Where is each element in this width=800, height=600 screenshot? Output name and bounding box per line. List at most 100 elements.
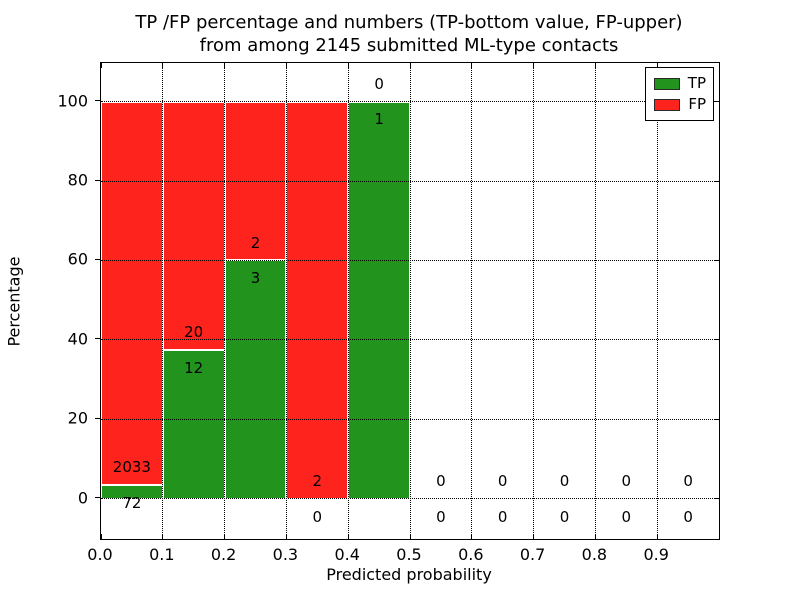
y-gridline xyxy=(101,498,719,500)
x-tick-mark xyxy=(409,534,411,539)
y-gridline xyxy=(101,259,719,261)
x-tick-mark-top xyxy=(533,63,535,68)
fp-count-label: 2 xyxy=(312,471,323,490)
tp-count-label: 0 xyxy=(559,507,570,526)
x-tick-mark xyxy=(224,534,226,539)
tp-bar-segment xyxy=(224,260,287,499)
tp-count-label: 0 xyxy=(497,507,508,526)
tp-bar-segment xyxy=(162,349,225,499)
x-tick-mark xyxy=(347,534,349,539)
fp-count-label: 0 xyxy=(621,471,632,490)
plot-area: 2033 72 20 12 2 3 2 0 0 1 0 0 0 0 0 0 0 0 0 0 xyxy=(100,62,720,540)
tp-bar-segment xyxy=(348,101,410,499)
fp-count-label: 2 xyxy=(250,233,261,252)
tp-color-swatch xyxy=(654,77,680,90)
x-tick-label: 0.9 xyxy=(643,545,669,564)
fp-count-label: 0 xyxy=(497,471,508,490)
tp-count-label: 0 xyxy=(621,507,632,526)
y-tick-mark-right xyxy=(714,498,719,500)
x-tick-mark-top xyxy=(347,63,349,68)
x-gridline xyxy=(347,63,349,539)
x-gridline xyxy=(285,63,287,539)
y-tick-mark xyxy=(95,100,100,102)
y-tick-label: 0 xyxy=(77,488,88,508)
x-tick-mark-top xyxy=(656,63,658,68)
x-tick-mark xyxy=(533,534,535,539)
chart-title-line1: TP /FP percentage and numbers (TP-bottom… xyxy=(135,12,683,33)
fp-bar-segment xyxy=(101,101,163,486)
x-gridline xyxy=(224,63,226,539)
x-tick-mark xyxy=(471,534,473,539)
x-tick-label: 0.1 xyxy=(149,545,175,564)
legend-row-fp: FP xyxy=(654,94,706,115)
y-tick-mark xyxy=(95,179,100,181)
y-tick-label: 80 xyxy=(67,170,88,190)
y-tick-label: 60 xyxy=(67,249,88,269)
y-tick-label: 20 xyxy=(67,408,88,428)
fp-count-label: 20 xyxy=(184,322,204,341)
tp-count-label: 0 xyxy=(436,507,446,526)
fp-bar-segment xyxy=(286,101,349,499)
y-tick-mark-right xyxy=(714,418,719,420)
fp-count-label: 0 xyxy=(683,471,693,490)
x-tick-label: 0.8 xyxy=(581,545,608,564)
legend-label-fp: FP xyxy=(688,95,706,113)
x-tick-mark-top xyxy=(409,63,411,68)
y-tick-mark xyxy=(95,338,100,340)
y-gridline xyxy=(101,180,719,182)
legend-label-tp: TP xyxy=(687,74,706,92)
x-tick-mark xyxy=(162,534,164,539)
legend-row-tp: TP xyxy=(654,73,706,94)
x-tick-mark xyxy=(100,534,102,539)
x-gridline xyxy=(162,63,164,539)
y-tick-mark-right xyxy=(714,101,719,103)
y-axis-label: Percentage xyxy=(4,256,24,347)
y-tick-mark xyxy=(95,417,100,419)
x-tick-mark xyxy=(285,534,287,539)
y-tick-mark-right xyxy=(714,180,719,182)
tp-count-label: 12 xyxy=(184,358,204,377)
x-axis-label: Predicted probability xyxy=(326,565,492,584)
x-tick-mark-top xyxy=(100,63,102,68)
x-tick-label: 0.0 xyxy=(87,545,113,564)
y-gridline xyxy=(101,418,719,420)
x-gridline xyxy=(471,63,473,539)
y-tick-label: 40 xyxy=(67,329,88,349)
x-tick-mark-top xyxy=(162,63,164,68)
y-tick-mark-right xyxy=(714,339,719,341)
x-tick-mark-top xyxy=(224,63,226,68)
tp-count-label: 1 xyxy=(374,110,384,129)
x-tick-label: 0.6 xyxy=(458,545,484,564)
y-tick-mark-right xyxy=(714,259,719,261)
x-tick-label: 0.4 xyxy=(334,545,360,564)
x-gridline xyxy=(594,63,596,539)
x-tick-mark xyxy=(656,534,658,539)
fp-color-swatch xyxy=(654,98,681,111)
fp-count-label: 0 xyxy=(559,471,570,490)
x-tick-mark-top xyxy=(471,63,473,68)
tp-count-label: 0 xyxy=(683,507,693,526)
x-tick-label: 0.3 xyxy=(272,545,299,564)
y-tick-mark xyxy=(95,497,100,499)
x-tick-label: 0.5 xyxy=(396,545,422,564)
fp-count-label: 2033 xyxy=(112,458,151,477)
x-gridline xyxy=(533,63,535,539)
fp-count-label: 0 xyxy=(436,471,446,490)
x-tick-label: 0.2 xyxy=(210,545,237,564)
x-gridline xyxy=(656,63,658,539)
tp-count-label: 3 xyxy=(250,269,261,288)
x-tick-mark-top xyxy=(594,63,596,68)
x-tick-mark xyxy=(594,534,596,539)
x-tick-mark-top xyxy=(285,63,287,68)
fp-count-label: 0 xyxy=(374,74,384,93)
tp-count-label: 72 xyxy=(122,494,142,513)
y-gridline xyxy=(101,101,719,103)
y-tick-label: 100 xyxy=(57,91,88,111)
y-tick-mark xyxy=(95,258,100,260)
fp-bar-segment xyxy=(162,101,225,350)
y-gridline xyxy=(101,339,719,341)
chart-title-line2: from among 2145 submitted ML-type contac… xyxy=(199,35,619,56)
x-tick-label: 0.7 xyxy=(519,545,546,564)
x-gridline xyxy=(409,63,411,539)
